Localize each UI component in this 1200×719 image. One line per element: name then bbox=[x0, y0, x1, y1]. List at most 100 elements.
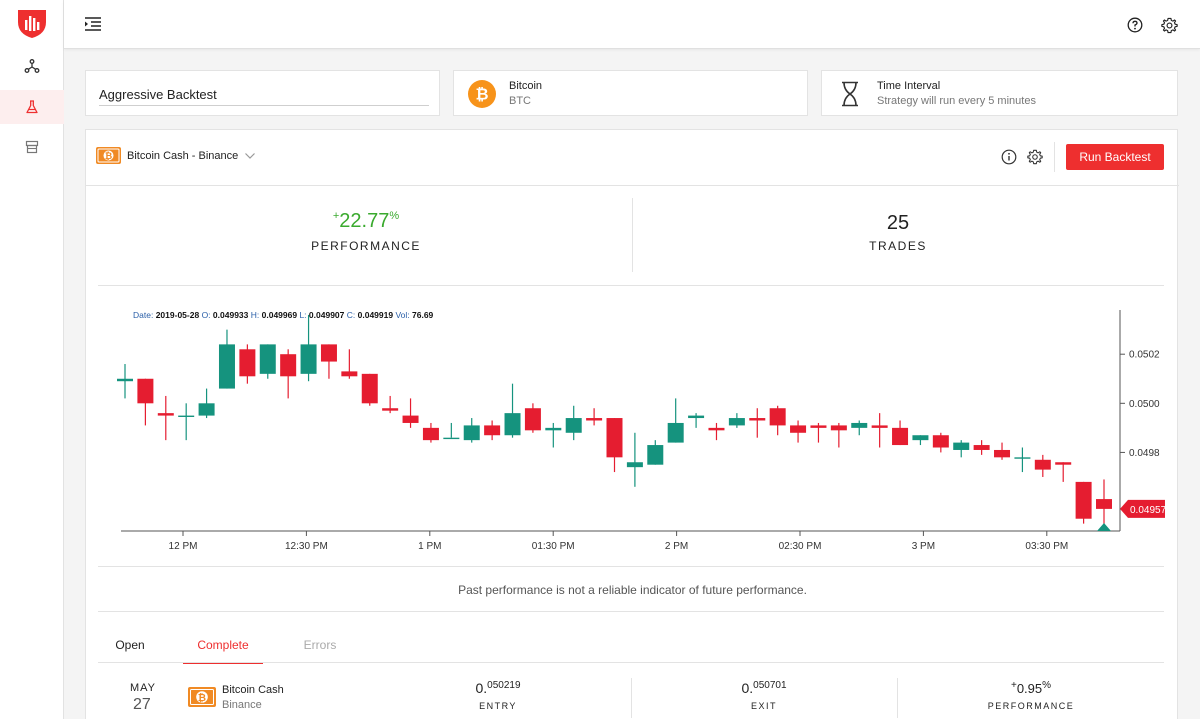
x-tick-label: 12 PM bbox=[169, 541, 198, 552]
candle-body bbox=[505, 413, 521, 435]
candle-body bbox=[912, 435, 928, 440]
strategy-settings-gear-icon[interactable] bbox=[1026, 148, 1044, 166]
market-selector[interactable]: ₿ Bitcoin Cash - Binance bbox=[96, 147, 256, 164]
candle-body bbox=[484, 425, 500, 435]
chevron-down-icon bbox=[244, 152, 256, 160]
coin-symbol: BTC bbox=[509, 95, 531, 107]
candle-body bbox=[525, 408, 541, 430]
candle-body bbox=[1035, 460, 1051, 470]
candle-body bbox=[239, 349, 255, 376]
chart-bottom-divider bbox=[98, 566, 1164, 567]
run-backtest-button[interactable]: Run Backtest bbox=[1066, 144, 1164, 170]
candle-body bbox=[892, 428, 908, 445]
candle-body bbox=[729, 418, 745, 425]
interval-subtitle: Strategy will run every 5 minutes bbox=[877, 95, 1036, 107]
flask-icon bbox=[24, 99, 40, 115]
backtest-panel: ₿ Bitcoin Cash - Binance Run Backtest +2… bbox=[85, 129, 1178, 719]
svg-text:₿: ₿ bbox=[105, 151, 112, 161]
hourglass-icon bbox=[840, 81, 860, 107]
candle-body bbox=[810, 425, 826, 427]
candle-body bbox=[668, 423, 684, 443]
candle-body bbox=[219, 344, 235, 388]
row-divider bbox=[631, 678, 632, 718]
help-icon[interactable] bbox=[1124, 14, 1146, 36]
x-tick-label: 03:30 PM bbox=[1025, 541, 1068, 552]
sidebar-item-strategies[interactable] bbox=[0, 49, 64, 83]
candle-body bbox=[280, 354, 296, 376]
svg-text:₿: ₿ bbox=[198, 692, 206, 704]
candle-body bbox=[1055, 462, 1071, 464]
stats-bottom-divider bbox=[98, 285, 1164, 286]
x-tick-label: 02:30 PM bbox=[779, 541, 822, 552]
candle-body bbox=[647, 445, 663, 465]
candle-body bbox=[403, 416, 419, 423]
stats-divider bbox=[632, 198, 633, 272]
candle-body bbox=[301, 344, 317, 373]
x-tick-label: 12:30 PM bbox=[285, 541, 328, 552]
candle-body bbox=[790, 425, 806, 432]
x-tick-label: 1 PM bbox=[418, 541, 441, 552]
svg-text:₿: ₿ bbox=[475, 86, 488, 104]
performance-label: PERFORMANCE bbox=[266, 239, 466, 253]
candle-body bbox=[708, 428, 724, 430]
candle-body bbox=[770, 408, 786, 425]
sidebar-item-backtests[interactable] bbox=[0, 90, 64, 124]
coin-name: Bitcoin bbox=[509, 80, 542, 92]
candle-body bbox=[1014, 457, 1030, 458]
candle-body bbox=[688, 416, 704, 418]
tab-open[interactable]: Open bbox=[112, 638, 148, 664]
bitcoin-logo-icon: ₿ bbox=[468, 80, 496, 108]
backtest-name-input[interactable] bbox=[99, 86, 429, 106]
candle-body bbox=[851, 423, 867, 428]
app-logo[interactable] bbox=[15, 6, 49, 40]
coin-card[interactable]: ₿ Bitcoin BTC bbox=[453, 70, 808, 116]
candle-body bbox=[260, 344, 276, 373]
top-bar bbox=[64, 0, 1200, 49]
sidebar-item-marketplace[interactable] bbox=[0, 130, 64, 164]
exit-price: 0.050701 bbox=[664, 680, 864, 696]
y-tick-label: 0.0498 bbox=[1129, 448, 1160, 459]
candle-body bbox=[1076, 482, 1092, 519]
candle-body bbox=[607, 418, 623, 457]
x-tick-label: 2 PM bbox=[665, 541, 688, 552]
current-price-label: 0.04957 bbox=[1130, 505, 1167, 516]
candlestick-chart[interactable]: 12 PM 12:30 PM 1 PM 01:30 PM 2 PM 02:30 PM 3 P… bbox=[98, 300, 1178, 560]
tab-complete[interactable]: Complete bbox=[183, 638, 263, 664]
candle-body bbox=[199, 403, 215, 415]
tab-errors[interactable]: Errors bbox=[294, 638, 346, 664]
info-icon[interactable] bbox=[1000, 148, 1018, 166]
y-tick-label: 0.0500 bbox=[1129, 399, 1160, 410]
entry-label: ENTRY bbox=[398, 701, 598, 711]
candle-body bbox=[443, 438, 459, 439]
candle-body bbox=[158, 413, 174, 415]
row-divider bbox=[897, 678, 898, 718]
candle-body bbox=[178, 416, 194, 417]
exit-label: EXIT bbox=[664, 701, 864, 711]
trade-marker-arrow bbox=[1097, 523, 1111, 531]
header-divider bbox=[86, 185, 1179, 186]
settings-gear-icon[interactable] bbox=[1158, 14, 1180, 36]
trade-month: MAY bbox=[130, 682, 156, 694]
candle-body bbox=[423, 428, 439, 440]
ohlc-readout: Date: 2019-05-28 O: 0.049933 H: 0.049969… bbox=[133, 310, 433, 320]
trade-coin: Bitcoin Cash bbox=[222, 684, 284, 696]
x-tick-label: 3 PM bbox=[912, 541, 935, 552]
disclaimer-text: Past performance is not a reliable indic… bbox=[86, 583, 1179, 597]
candle-body bbox=[545, 428, 561, 430]
menu-toggle-icon[interactable] bbox=[82, 13, 104, 35]
candle-body bbox=[464, 425, 480, 440]
candle-body bbox=[566, 418, 582, 433]
price-chart[interactable]: Date: 2019-05-28 O: 0.049933 H: 0.049969… bbox=[98, 300, 1178, 560]
candle-body bbox=[1096, 499, 1112, 509]
y-tick-label: 0.0502 bbox=[1129, 350, 1160, 361]
candle-body bbox=[137, 379, 153, 404]
performance-value: +22.77% bbox=[266, 210, 466, 233]
toolbar-divider bbox=[1054, 142, 1055, 172]
disclaimer-divider bbox=[98, 611, 1164, 612]
sidebar bbox=[0, 0, 64, 719]
candle-body bbox=[933, 435, 949, 447]
candle-body bbox=[382, 408, 398, 410]
candle-body bbox=[341, 371, 357, 376]
bitcoin-cash-logo-icon: ₿ bbox=[96, 147, 121, 164]
time-interval-card[interactable]: Time Interval Strategy will run every 5 … bbox=[821, 70, 1178, 116]
